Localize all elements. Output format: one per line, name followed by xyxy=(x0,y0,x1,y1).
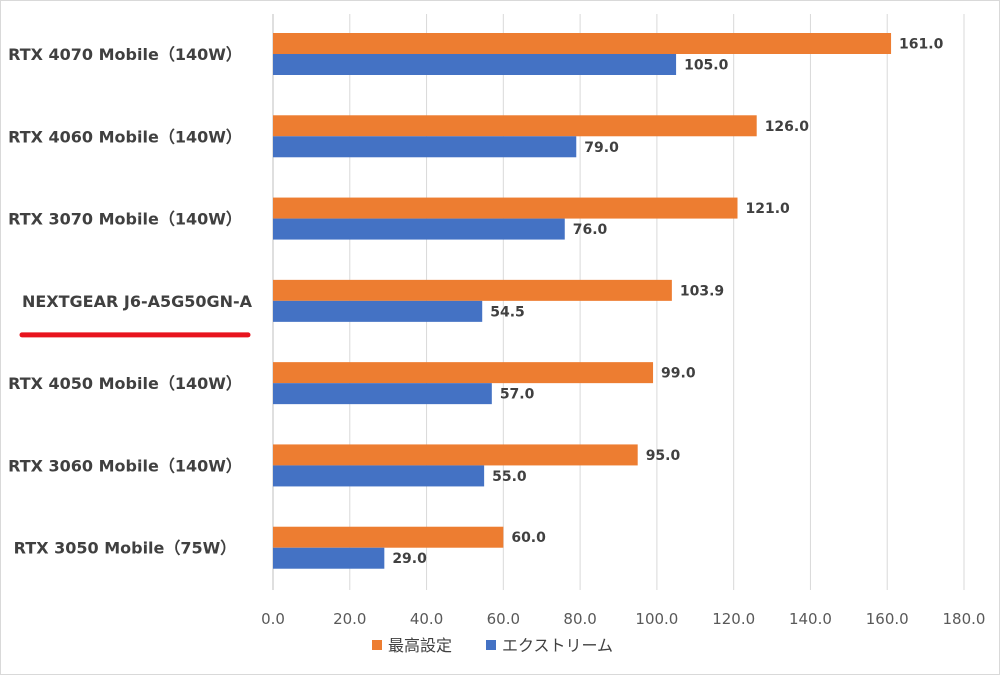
bar-max-setting xyxy=(273,444,638,466)
bar-extreme xyxy=(273,218,565,240)
category-label: RTX 4060 Mobile（140W） xyxy=(8,127,242,146)
category-label: RTX 3060 Mobile（140W） xyxy=(8,456,242,475)
bar-extreme xyxy=(273,465,485,487)
data-label: 29.0 xyxy=(392,551,427,567)
category-label: RTX 3070 Mobile（140W） xyxy=(8,210,242,229)
bar-extreme xyxy=(273,383,492,405)
data-label: 76.0 xyxy=(573,222,608,238)
category-label: NEXTGEAR J6-A5G50GN-A xyxy=(22,292,253,311)
bar-extreme xyxy=(273,54,677,75)
bar-max-setting xyxy=(273,279,672,301)
data-label: 60.0 xyxy=(511,530,546,546)
bar-max-setting xyxy=(273,197,738,219)
data-label: 54.5 xyxy=(490,304,525,320)
legend-label: エクストリーム xyxy=(502,636,613,655)
data-label: 57.0 xyxy=(500,387,535,403)
x-tick-label: 0.0 xyxy=(261,610,285,628)
x-tick-label: 60.0 xyxy=(487,610,520,628)
bar-max-setting xyxy=(273,115,757,137)
data-label: 161.0 xyxy=(899,37,944,53)
data-label: 99.0 xyxy=(661,366,696,382)
bar-extreme xyxy=(273,300,483,322)
legend-swatch xyxy=(486,640,496,650)
x-tick-label: 100.0 xyxy=(635,610,678,628)
data-label: 55.0 xyxy=(492,469,527,485)
data-label: 95.0 xyxy=(646,448,681,464)
category-label: RTX 4050 Mobile（140W） xyxy=(8,374,242,393)
category-label: RTX 4070 Mobile（140W） xyxy=(8,45,242,64)
bar-max-setting xyxy=(273,33,892,54)
bar-max-setting xyxy=(273,526,504,548)
category-label: RTX 3050 Mobile（75W） xyxy=(14,539,237,558)
x-tick-label: 160.0 xyxy=(866,610,909,628)
bar-extreme xyxy=(273,136,577,158)
bar-extreme xyxy=(273,547,385,569)
x-tick-label: 20.0 xyxy=(333,610,366,628)
legend-swatch xyxy=(372,640,382,650)
legend-label: 最高設定 xyxy=(388,636,452,655)
x-tick-label: 140.0 xyxy=(789,610,832,628)
x-tick-label: 40.0 xyxy=(410,610,443,628)
data-label: 79.0 xyxy=(584,140,619,156)
data-label: 103.9 xyxy=(680,283,724,299)
data-label: 126.0 xyxy=(765,119,810,135)
data-label: 105.0 xyxy=(684,58,729,74)
data-label: 121.0 xyxy=(746,201,791,217)
x-tick-label: 80.0 xyxy=(563,610,596,628)
bar-max-setting xyxy=(273,362,654,384)
x-tick-label: 120.0 xyxy=(712,610,755,628)
x-tick-label: 180.0 xyxy=(943,610,986,628)
